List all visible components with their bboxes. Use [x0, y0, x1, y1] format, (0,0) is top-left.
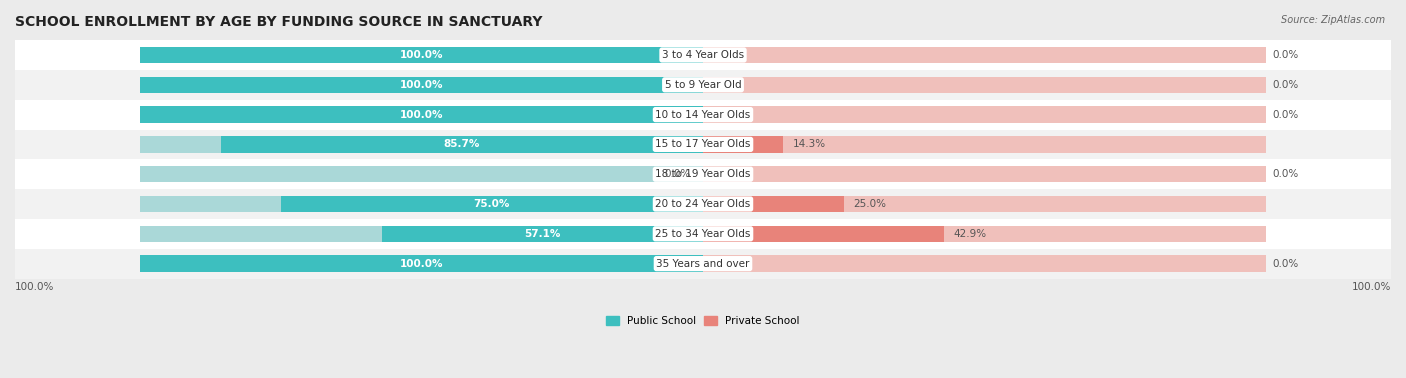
Text: 15 to 17 Year Olds: 15 to 17 Year Olds — [655, 139, 751, 149]
Text: 0.0%: 0.0% — [664, 169, 690, 179]
Bar — [15, 249, 1391, 279]
Bar — [703, 256, 1265, 272]
Bar — [15, 189, 1391, 219]
Bar — [141, 256, 703, 272]
Text: 3 to 4 Year Olds: 3 to 4 Year Olds — [662, 50, 744, 60]
Bar — [141, 106, 703, 123]
Bar — [141, 77, 703, 93]
Bar — [221, 136, 703, 153]
Text: 0.0%: 0.0% — [1272, 169, 1298, 179]
Bar — [141, 47, 703, 63]
Text: 42.9%: 42.9% — [953, 229, 987, 239]
Text: 100.0%: 100.0% — [399, 110, 443, 119]
Text: SCHOOL ENROLLMENT BY AGE BY FUNDING SOURCE IN SANCTUARY: SCHOOL ENROLLMENT BY AGE BY FUNDING SOUR… — [15, 15, 543, 29]
Text: 85.7%: 85.7% — [444, 139, 479, 149]
Bar — [15, 159, 1391, 189]
Bar — [381, 226, 703, 242]
Bar — [703, 196, 844, 212]
Bar — [141, 47, 703, 63]
Bar — [703, 226, 945, 242]
Text: 25 to 34 Year Olds: 25 to 34 Year Olds — [655, 229, 751, 239]
Text: 35 Years and over: 35 Years and over — [657, 259, 749, 269]
Bar — [141, 226, 703, 242]
Text: 100.0%: 100.0% — [1351, 282, 1391, 292]
Text: 100.0%: 100.0% — [15, 282, 55, 292]
Text: 0.0%: 0.0% — [1272, 259, 1298, 269]
Text: 75.0%: 75.0% — [474, 199, 510, 209]
Bar — [141, 256, 703, 272]
Bar — [703, 196, 1265, 212]
Bar — [141, 166, 703, 183]
Bar — [281, 196, 703, 212]
Text: 57.1%: 57.1% — [524, 229, 561, 239]
Text: 100.0%: 100.0% — [399, 50, 443, 60]
Bar — [703, 136, 783, 153]
Bar — [703, 166, 1265, 183]
Bar — [15, 219, 1391, 249]
Text: 100.0%: 100.0% — [399, 80, 443, 90]
Text: 18 to 19 Year Olds: 18 to 19 Year Olds — [655, 169, 751, 179]
Bar — [15, 40, 1391, 70]
Text: 14.3%: 14.3% — [793, 139, 825, 149]
Text: 5 to 9 Year Old: 5 to 9 Year Old — [665, 80, 741, 90]
Legend: Public School, Private School: Public School, Private School — [602, 312, 804, 330]
Text: 10 to 14 Year Olds: 10 to 14 Year Olds — [655, 110, 751, 119]
Bar — [141, 77, 703, 93]
Bar — [703, 77, 1265, 93]
Text: 0.0%: 0.0% — [1272, 80, 1298, 90]
Text: 25.0%: 25.0% — [853, 199, 886, 209]
Bar — [703, 226, 1265, 242]
Text: Source: ZipAtlas.com: Source: ZipAtlas.com — [1281, 15, 1385, 25]
Bar — [703, 106, 1265, 123]
Bar — [703, 136, 1265, 153]
Text: 100.0%: 100.0% — [399, 259, 443, 269]
Text: 0.0%: 0.0% — [1272, 110, 1298, 119]
Bar — [141, 106, 703, 123]
Bar — [141, 196, 703, 212]
Bar — [141, 136, 703, 153]
Text: 20 to 24 Year Olds: 20 to 24 Year Olds — [655, 199, 751, 209]
Bar — [15, 130, 1391, 159]
Text: 0.0%: 0.0% — [1272, 50, 1298, 60]
Bar — [15, 70, 1391, 100]
Bar — [15, 100, 1391, 130]
Bar — [703, 47, 1265, 63]
